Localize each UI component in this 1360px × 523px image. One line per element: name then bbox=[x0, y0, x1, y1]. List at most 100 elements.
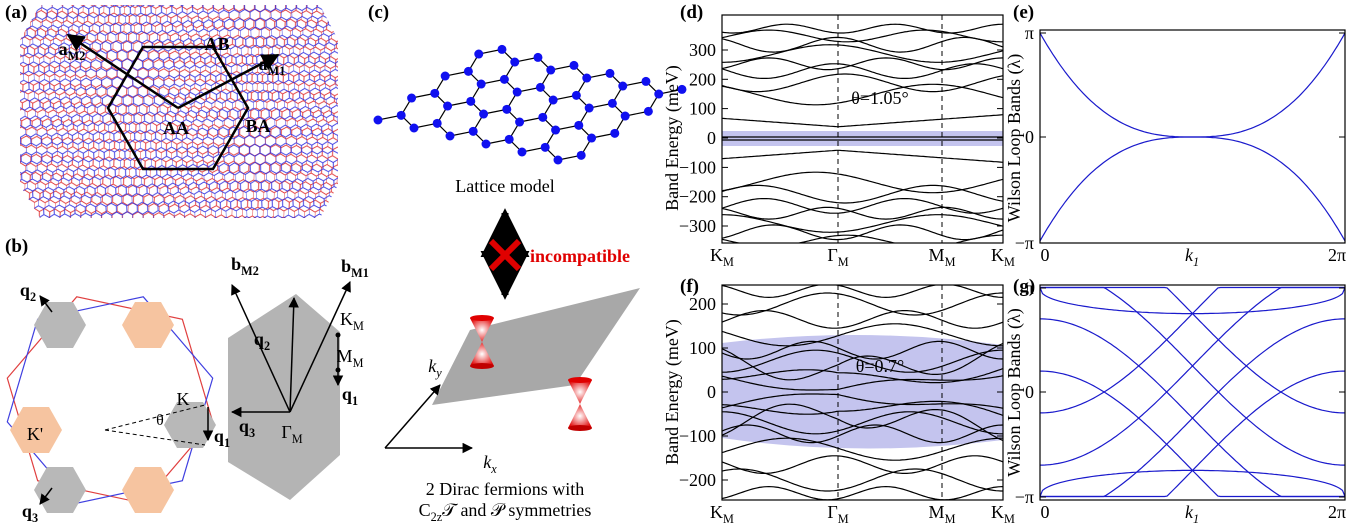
site bbox=[504, 134, 514, 144]
label-sub: 1 bbox=[1193, 255, 1199, 269]
annotation: θ=0.7° bbox=[856, 356, 904, 376]
band-line bbox=[722, 367, 1003, 384]
site bbox=[432, 118, 442, 128]
site bbox=[474, 49, 484, 59]
site bbox=[607, 98, 617, 108]
band-plot-f bbox=[721, 284, 1004, 501]
caption: C2z𝒯 and 𝒫 symmetries bbox=[419, 500, 592, 523]
dirac-cones bbox=[384, 288, 640, 454]
x-tick-label: KM bbox=[991, 245, 1015, 269]
y-tick-label: −π bbox=[1015, 487, 1034, 507]
band-line bbox=[722, 224, 1003, 241]
y-tick-label: −200 bbox=[679, 187, 716, 207]
band-line bbox=[722, 340, 1003, 360]
x-tick-label: ΓM bbox=[827, 245, 848, 269]
x-tick-label: k1 bbox=[1185, 245, 1199, 269]
label-main: M bbox=[929, 502, 945, 522]
moire-lattice bbox=[20, 5, 338, 218]
band-line bbox=[722, 424, 1003, 444]
band-line bbox=[722, 244, 1003, 253]
band-line bbox=[722, 234, 1003, 243]
site bbox=[517, 147, 527, 157]
label-sub: 2 bbox=[264, 339, 270, 353]
moire-bz bbox=[228, 281, 351, 500]
y-title: Band Energy (meV) bbox=[662, 319, 683, 465]
valley-label: K' bbox=[27, 424, 43, 444]
site bbox=[654, 89, 664, 99]
y-tick-label: −300 bbox=[679, 216, 716, 236]
site bbox=[643, 106, 653, 116]
x-tick-label: 0 bbox=[1041, 502, 1050, 522]
band-line bbox=[722, 214, 1003, 233]
site bbox=[409, 123, 419, 133]
band-line bbox=[722, 485, 1003, 500]
label-sub: M bbox=[1004, 512, 1015, 523]
site bbox=[535, 82, 545, 92]
site bbox=[502, 104, 512, 114]
site bbox=[445, 131, 455, 141]
label-sub: M2 bbox=[241, 264, 259, 278]
label-sub: 3 bbox=[249, 426, 255, 440]
band-line bbox=[722, 455, 1003, 474]
band-line bbox=[722, 184, 1003, 204]
band-line bbox=[722, 411, 1003, 435]
site bbox=[466, 96, 476, 106]
panel-label: (e) bbox=[1013, 2, 1034, 23]
y-tick-label: 100 bbox=[689, 338, 716, 358]
label-rest: 𝒯 and 𝒫 symmetries bbox=[442, 500, 591, 520]
y-tick-label: π bbox=[1025, 23, 1034, 43]
site bbox=[373, 115, 383, 125]
vector-label: aM1 bbox=[259, 54, 286, 78]
stacking-label: AA bbox=[163, 118, 189, 138]
band-line bbox=[722, 437, 1003, 461]
axis-label: ky bbox=[428, 356, 442, 380]
label-main: K bbox=[991, 502, 1004, 522]
y-tick-label: π bbox=[1025, 278, 1034, 298]
x-tick-label: 2π bbox=[1328, 502, 1346, 522]
site bbox=[407, 93, 417, 103]
band-line bbox=[722, 400, 1003, 417]
site bbox=[440, 71, 450, 81]
x-tick-label: MM bbox=[929, 502, 956, 523]
band-line bbox=[1040, 469, 1345, 497]
x-tick-label: KM bbox=[991, 502, 1015, 523]
label-sub: y bbox=[434, 366, 442, 380]
panel-label: (c) bbox=[368, 2, 389, 23]
band-line bbox=[722, 171, 1003, 194]
label-main: M bbox=[929, 245, 945, 265]
q-label: q2 bbox=[20, 280, 36, 304]
label-main: q bbox=[254, 329, 264, 349]
site bbox=[571, 90, 581, 100]
y-tick-label: 0 bbox=[1025, 127, 1034, 147]
label-sub: M2 bbox=[68, 49, 86, 63]
wilson-plot-g bbox=[1039, 284, 1346, 501]
site bbox=[533, 52, 543, 62]
band-line bbox=[722, 57, 1003, 71]
point-label: ΓM bbox=[281, 422, 302, 446]
q-label: q3 bbox=[22, 501, 38, 523]
label-main: q bbox=[214, 426, 224, 446]
vector-label: bM2 bbox=[231, 254, 259, 278]
q-label: q1 bbox=[214, 426, 230, 450]
site bbox=[677, 84, 687, 94]
label-sub: M bbox=[1004, 255, 1015, 269]
panel-label: (b) bbox=[5, 236, 28, 257]
x-tick-label: 0 bbox=[1041, 245, 1050, 265]
axis-label: kx bbox=[483, 452, 497, 476]
band-line bbox=[722, 342, 1003, 381]
panel-label: (f) bbox=[680, 276, 699, 297]
y-tick-label: 0 bbox=[1025, 382, 1034, 402]
site bbox=[548, 95, 558, 105]
band-line bbox=[722, 83, 1003, 106]
band-line bbox=[722, 403, 1003, 442]
band-line bbox=[1040, 287, 1345, 315]
band-line bbox=[1040, 32, 1345, 138]
band-line bbox=[722, 198, 1003, 214]
y-tick-label: −100 bbox=[679, 157, 716, 177]
x-tick-label: KM bbox=[710, 502, 734, 523]
label-sub: M bbox=[838, 512, 849, 523]
y-tick-label: 200 bbox=[689, 69, 716, 89]
x-tick-label: MM bbox=[929, 245, 956, 269]
lattice-model bbox=[373, 44, 687, 165]
